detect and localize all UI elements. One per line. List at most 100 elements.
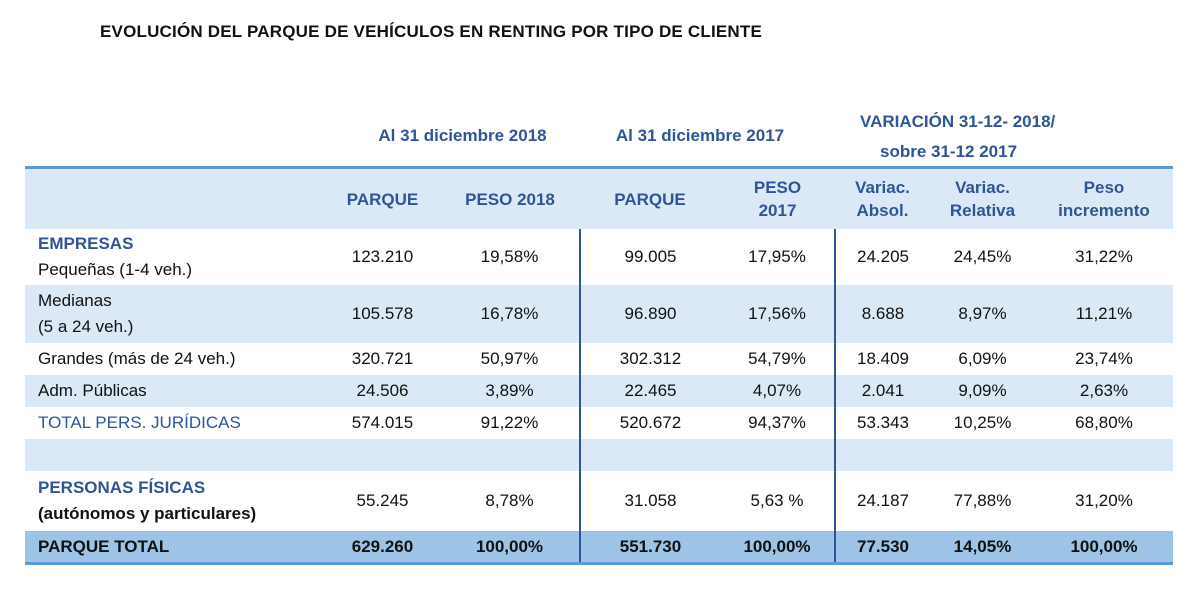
value-cell: 31,20% <box>1035 471 1173 531</box>
group-header-variation-sub: sobre 31-12 2017 <box>880 142 1018 161</box>
row-label: TOTAL PERS. JURÍDICAS <box>25 407 325 439</box>
row-label: Grandes (más de 24 veh.) <box>25 343 325 375</box>
value-cell: 100,00% <box>1035 531 1173 564</box>
table-title: EVOLUCIÓN DEL PARQUE DE VEHÍCULOS EN REN… <box>100 22 763 41</box>
empty-cell <box>1035 439 1173 471</box>
column-header-text: Peso <box>1083 178 1125 197</box>
value-cell: 22.465 <box>579 375 720 407</box>
value-cell: 5,63 % <box>720 471 835 531</box>
column-header: Peso incremento <box>1035 167 1173 229</box>
value-cell: 55.245 <box>325 471 440 531</box>
table-row: PARQUE TOTAL 629.260 100,00% 551.730 100,00%… <box>25 531 1173 564</box>
value-cell: 10,25% <box>930 407 1035 439</box>
value-cell: 2.041 <box>834 375 930 407</box>
group-header-variation: VARIACIÓN 31-12- 2018/ <box>860 112 1056 131</box>
row-label: Adm. Públicas <box>25 375 325 407</box>
value-cell: 6,09% <box>930 343 1035 375</box>
row-label-text: (autónomos y particulares) <box>38 504 257 523</box>
value-cell: 16,78% <box>440 285 580 343</box>
value-cell: 100,00% <box>440 531 580 564</box>
row-label: PERSONAS FÍSICAS (autónomos y particulare… <box>25 471 325 531</box>
table-row: TOTAL PERS. JURÍDICAS 574.015 91,22% 520.67… <box>25 407 1173 439</box>
value-cell: 11,21% <box>1035 285 1173 343</box>
column-header: PARQUE <box>325 167 440 229</box>
value-cell: 18.409 <box>834 343 930 375</box>
empty-cell <box>720 439 835 471</box>
value-cell: 96.890 <box>579 285 720 343</box>
column-header-text: Absol. <box>856 201 909 220</box>
table-row: Adm. Públicas 24.506 3,89% 22.465 4,07% 2.041… <box>25 375 1173 407</box>
value-cell: 302.312 <box>579 343 720 375</box>
empty-cell <box>930 439 1035 471</box>
column-header-text: incremento <box>1058 201 1150 220</box>
table-row: EMPRESAS Pequeñas (1-4 veh.) 123.210 19,58%… <box>25 229 1173 285</box>
column-header-text: PESO 2018 <box>465 189 555 209</box>
group-header-2017: Al 31 diciembre 2017 <box>615 126 785 145</box>
value-cell: 50,97% <box>440 343 580 375</box>
column-header: Variac. Absol. <box>835 167 930 229</box>
value-cell: 24.187 <box>834 471 930 531</box>
column-header-text: PESO <box>753 178 802 197</box>
value-cell: 551.730 <box>579 531 720 564</box>
table-row: Grandes (más de 24 veh.) 320.721 50,97% 302… <box>25 343 1173 375</box>
value-cell: 4,07% <box>720 375 835 407</box>
empty-cell <box>579 439 720 471</box>
value-cell: 23,74% <box>1035 343 1173 375</box>
value-cell: 2,63% <box>1035 375 1173 407</box>
value-cell: 574.015 <box>325 407 440 439</box>
renting-fleet-table: PARQUE PESO 2018 PARQUE PESO 2017 Variac. Abso… <box>25 166 1173 565</box>
spacer-row <box>25 439 1173 471</box>
value-cell: 3,89% <box>440 375 580 407</box>
empty-cell <box>25 439 325 471</box>
empty-cell <box>834 439 930 471</box>
empty-cell <box>325 439 440 471</box>
value-cell: 77,88% <box>930 471 1035 531</box>
row-label: EMPRESAS Pequeñas (1-4 veh.) <box>25 229 325 285</box>
value-cell: 520.672 <box>579 407 720 439</box>
value-cell: 24.506 <box>325 375 440 407</box>
section-label: PERSONAS FÍSICAS <box>38 478 206 497</box>
row-label-text: Medianas <box>38 291 112 310</box>
value-cell: 24,45% <box>930 229 1035 285</box>
value-cell: 9,09% <box>930 375 1035 407</box>
value-cell: 77.530 <box>834 531 930 564</box>
value-cell: 105.578 <box>325 285 440 343</box>
column-header: Variac. Relativa <box>930 167 1035 229</box>
value-cell: 8,78% <box>440 471 580 531</box>
table-row: Medianas (5 a 24 veh.) 105.578 16,78% 96.890… <box>25 285 1173 343</box>
column-header-text: Variac. <box>855 178 910 197</box>
column-header-text: 2017 <box>758 201 797 220</box>
value-cell: 8,97% <box>930 285 1035 343</box>
value-cell: 17,56% <box>720 285 835 343</box>
row-label-text: Adm. Públicas <box>38 381 147 400</box>
value-cell: 54,79% <box>720 343 835 375</box>
value-cell: 8.688 <box>834 285 930 343</box>
column-header-text: Relativa <box>949 201 1016 220</box>
column-header-text: PARQUE <box>346 189 419 209</box>
column-header-text: PARQUE <box>614 189 686 209</box>
value-cell: 31,22% <box>1035 229 1173 285</box>
row-label-text: Grandes (más de 24 veh.) <box>38 349 236 368</box>
row-label-text: PARQUE TOTAL <box>38 536 170 556</box>
column-header: PESO 2017 <box>720 167 835 229</box>
value-cell: 31.058 <box>579 471 720 531</box>
empty-cell <box>440 439 580 471</box>
value-cell: 19,58% <box>440 229 580 285</box>
value-cell: 100,00% <box>720 531 835 564</box>
table-row: PERSONAS FÍSICAS (autónomos y particulare… <box>25 471 1173 531</box>
value-cell: 123.210 <box>325 229 440 285</box>
value-cell: 94,37% <box>720 407 835 439</box>
value-cell: 320.721 <box>325 343 440 375</box>
row-label-text: Pequeñas (1-4 veh.) <box>38 260 193 279</box>
value-cell: 14,05% <box>930 531 1035 564</box>
value-cell: 17,95% <box>720 229 835 285</box>
column-header: PARQUE <box>580 167 720 229</box>
value-cell: 91,22% <box>440 407 580 439</box>
value-cell: 68,80% <box>1035 407 1173 439</box>
row-label-text: TOTAL PERS. JURÍDICAS <box>38 413 241 432</box>
column-header: PESO 2018 <box>440 167 580 229</box>
row-label: Medianas (5 a 24 veh.) <box>25 285 325 343</box>
section-label: EMPRESAS <box>38 234 134 253</box>
value-cell: 629.260 <box>325 531 440 564</box>
row-label: PARQUE TOTAL <box>25 531 325 564</box>
